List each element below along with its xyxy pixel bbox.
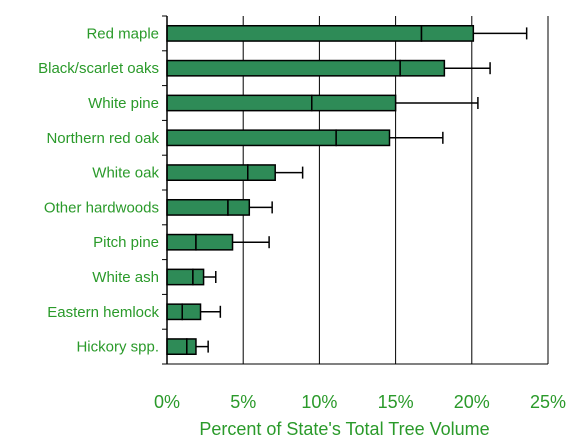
error-bars [195,27,528,353]
bar-segment [227,198,251,216]
bar-segment [166,24,423,42]
category-label: White pine [88,95,159,112]
bar-segment [186,338,197,356]
bar-segment [181,303,202,321]
x-tick-label: 20% [454,392,490,412]
bar-segment [192,268,205,286]
bars [166,24,475,356]
category-labels: Red maple Black/scarlet oaks White pine Nor… [38,25,159,355]
x-tick-label: 10% [301,392,337,412]
category-label: Pitch pine [93,234,159,251]
bar-segment [166,129,337,147]
category-label: Northern red oak [46,130,159,147]
x-axis-title: Percent of State's Total Tree Volume [199,419,489,439]
x-tick-label: 5% [230,392,256,412]
x-tick-label: 0% [154,392,180,412]
bar-segment [335,129,391,147]
category-label: Black/scarlet oaks [38,60,159,77]
axes [162,15,548,365]
bar-segment [399,59,446,77]
bar-segment [166,233,197,251]
category-label: Other hardwoods [44,199,159,216]
category-label: Eastern hemlock [47,304,159,321]
bar-segment [420,24,475,42]
bar-segment [166,268,194,286]
category-label: Red maple [86,25,159,42]
bar-segment [166,303,183,321]
bar-segment [247,164,276,182]
bar-segment [166,164,249,182]
category-label: Hickory spp. [76,339,159,356]
bar-segment [166,338,188,356]
category-label: White oak [92,165,159,182]
bar-segment [311,94,397,112]
bar-segment [195,233,234,251]
bar-segment [166,198,229,216]
bar-segment [166,59,401,77]
x-tick-label: 25% [530,392,566,412]
x-tick-label: 15% [378,392,414,412]
tick-labels: 0% 5% 10% 15% 20% 25% [154,392,566,412]
bar-segment [166,94,313,112]
category-label: White ash [92,269,159,286]
